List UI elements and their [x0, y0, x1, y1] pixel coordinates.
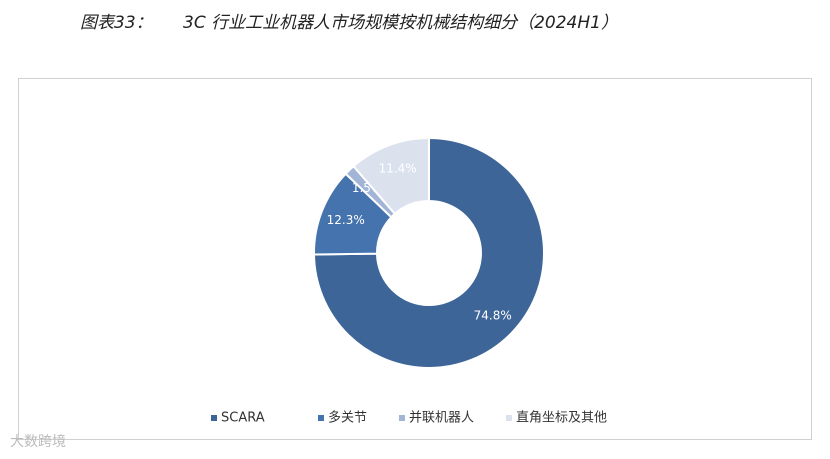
watermark: 大数跨境	[10, 434, 66, 450]
legend-label: 直角坐标及其他	[516, 411, 607, 426]
slice	[352, 136, 430, 216]
chart-frame	[18, 78, 812, 440]
legend-label: 并联机器人	[409, 411, 474, 426]
data-label: 74.8%	[474, 308, 512, 322]
legend-swatch	[399, 415, 405, 421]
data-label: 11.4%	[379, 162, 417, 176]
slice	[312, 136, 545, 369]
figure-label: 图表33：	[80, 13, 153, 33]
legend-swatch	[506, 415, 512, 421]
legend-swatch	[211, 415, 217, 421]
chart-title: 3C 行业工业机器人市场规模按机械结构细分（2024H1）	[183, 13, 618, 33]
data-label: 12.3%	[327, 213, 365, 227]
legend-label: 多关节	[328, 410, 367, 426]
legend-label: SCARA	[221, 411, 265, 426]
legend-swatch	[318, 415, 324, 421]
